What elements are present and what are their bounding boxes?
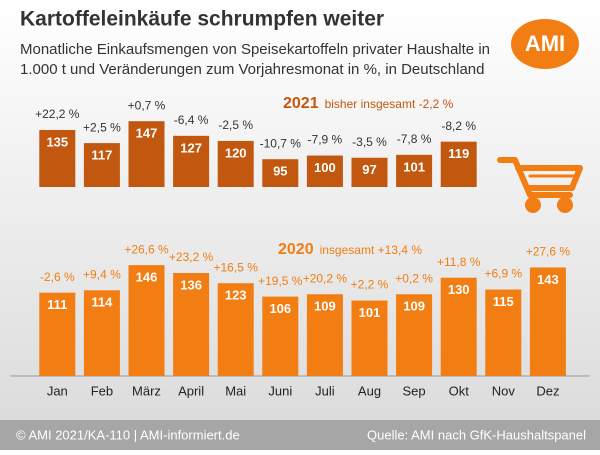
value-label: 147	[136, 126, 158, 141]
change-label: +16,5 %	[214, 260, 259, 274]
bar	[173, 273, 210, 376]
value-label: 143	[537, 272, 559, 287]
value-label: 106	[269, 301, 291, 316]
x-tick-label: Juli	[315, 383, 335, 398]
bar	[128, 265, 165, 376]
series-note: bisher insgesamt -2,2 %	[325, 97, 454, 111]
x-tick-label: Mai	[225, 383, 246, 398]
change-label: -2,5 %	[218, 118, 253, 132]
bar	[173, 135, 210, 187]
value-label: 101	[359, 305, 381, 320]
change-label: -2,6 %	[40, 270, 75, 284]
value-label: 101	[403, 159, 425, 174]
value-label: 117	[91, 148, 112, 163]
bar	[128, 121, 165, 187]
change-label: +9,4 %	[83, 267, 121, 281]
change-label: +2,2 %	[351, 278, 389, 292]
bar	[351, 300, 388, 376]
x-tick-label: Dez	[536, 383, 559, 398]
value-label: 127	[180, 140, 202, 155]
change-label: +19,5 %	[258, 274, 303, 288]
change-label: -10,7 %	[260, 136, 302, 150]
value-label: 111	[47, 297, 67, 312]
change-label: +2,5 %	[83, 120, 121, 134]
bar	[351, 157, 388, 187]
logo-badge	[511, 19, 579, 69]
footer-bar	[0, 420, 600, 450]
change-label: +22,2 %	[35, 107, 80, 121]
value-label: 100	[314, 160, 336, 175]
bar	[529, 267, 566, 376]
bar	[83, 290, 120, 376]
bar	[39, 129, 76, 187]
bar	[440, 141, 477, 187]
bar	[262, 159, 299, 187]
x-tick-label: März	[132, 383, 161, 398]
change-label: +20,2 %	[303, 271, 348, 285]
value-label: 97	[362, 162, 376, 177]
value-label: 120	[225, 145, 247, 160]
series-name: 2021	[283, 95, 319, 112]
value-label: 109	[314, 299, 336, 314]
x-tick-label: Okt	[449, 383, 470, 398]
change-label: -8,2 %	[441, 119, 476, 133]
value-label: 109	[403, 299, 425, 314]
x-tick-label: Sep	[403, 383, 426, 398]
value-label: 119	[448, 146, 469, 161]
change-label: -7,8 %	[397, 132, 432, 146]
subtitle: 1.000 t und Veränderungen zum Vorjahresm…	[20, 61, 484, 78]
bar	[217, 283, 254, 376]
change-label: -7,9 %	[308, 133, 343, 147]
logo: AMI	[525, 31, 565, 56]
cart-icon	[497, 157, 583, 213]
bar	[396, 294, 433, 376]
footer-right: Quelle: AMI nach GfK-Haushaltspanel	[367, 427, 586, 442]
change-label: +26,6 %	[124, 242, 169, 256]
x-tick-label: Juni	[268, 383, 292, 398]
bar	[485, 289, 522, 376]
value-label: 115	[493, 294, 514, 309]
x-tick-label: April	[178, 383, 204, 398]
change-label: +0,2 %	[395, 271, 433, 285]
value-label: 123	[225, 288, 247, 303]
change-label: -6,4 %	[174, 113, 209, 127]
bar	[83, 143, 120, 187]
x-tick-label: Aug	[358, 383, 381, 398]
bar	[39, 292, 76, 376]
value-label: 114	[91, 295, 113, 310]
change-label: +11,8 %	[437, 255, 481, 269]
subtitle: Monatliche Einkaufsmengen von Speisekart…	[20, 41, 490, 58]
value-label: 146	[136, 270, 158, 285]
value-label: 136	[180, 277, 202, 292]
bar	[440, 277, 477, 376]
series-note: insgesamt +13,4 %	[320, 243, 423, 257]
change-label: +6,9 %	[484, 267, 522, 281]
bar	[306, 294, 343, 376]
change-label: +27,6 %	[526, 245, 571, 259]
x-tick-label: Feb	[91, 383, 113, 398]
change-label: +0,7 %	[128, 98, 166, 112]
value-label: 130	[448, 282, 470, 297]
change-label: +23,2 %	[169, 250, 214, 264]
bar	[217, 140, 254, 187]
bar	[262, 296, 299, 376]
value-label: 135	[46, 134, 68, 149]
x-tick-label: Jan	[47, 383, 68, 398]
x-tick-label: Nov	[492, 383, 516, 398]
chart-title: Kartoffeleinkäufe schrumpfen weiter	[20, 8, 384, 31]
change-label: -3,5 %	[352, 135, 387, 149]
bar	[396, 154, 433, 187]
footer-left: © AMI 2021/KA-110 | AMI-informiert.de	[16, 427, 240, 442]
series-name: 2020	[278, 241, 314, 258]
value-label: 95	[273, 164, 287, 179]
bar	[306, 155, 343, 187]
